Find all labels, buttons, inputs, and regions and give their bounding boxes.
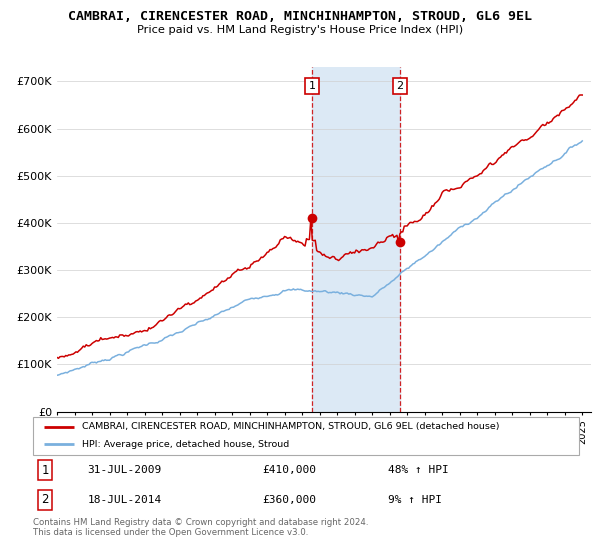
Text: CAMBRAI, CIRENCESTER ROAD, MINCHINHAMPTON, STROUD, GL6 9EL (detached house): CAMBRAI, CIRENCESTER ROAD, MINCHINHAMPTO…: [82, 422, 500, 431]
Text: £410,000: £410,000: [262, 465, 316, 475]
Text: 2: 2: [41, 493, 49, 506]
Text: HPI: Average price, detached house, Stroud: HPI: Average price, detached house, Stro…: [82, 440, 289, 449]
Text: 1: 1: [309, 81, 316, 91]
Text: Price paid vs. HM Land Registry's House Price Index (HPI): Price paid vs. HM Land Registry's House …: [137, 25, 463, 35]
Text: 9% ↑ HPI: 9% ↑ HPI: [388, 495, 442, 505]
Bar: [313, 67, 400, 412]
Text: 2: 2: [397, 81, 403, 91]
Text: 48% ↑ HPI: 48% ↑ HPI: [388, 465, 449, 475]
Text: 1: 1: [41, 464, 49, 477]
Text: CAMBRAI, CIRENCESTER ROAD, MINCHINHAMPTON, STROUD, GL6 9EL: CAMBRAI, CIRENCESTER ROAD, MINCHINHAMPTO…: [68, 10, 532, 22]
Text: 18-JUL-2014: 18-JUL-2014: [88, 495, 162, 505]
Text: Contains HM Land Registry data © Crown copyright and database right 2024.
This d: Contains HM Land Registry data © Crown c…: [33, 518, 368, 538]
Text: £360,000: £360,000: [262, 495, 316, 505]
Text: 31-JUL-2009: 31-JUL-2009: [88, 465, 162, 475]
